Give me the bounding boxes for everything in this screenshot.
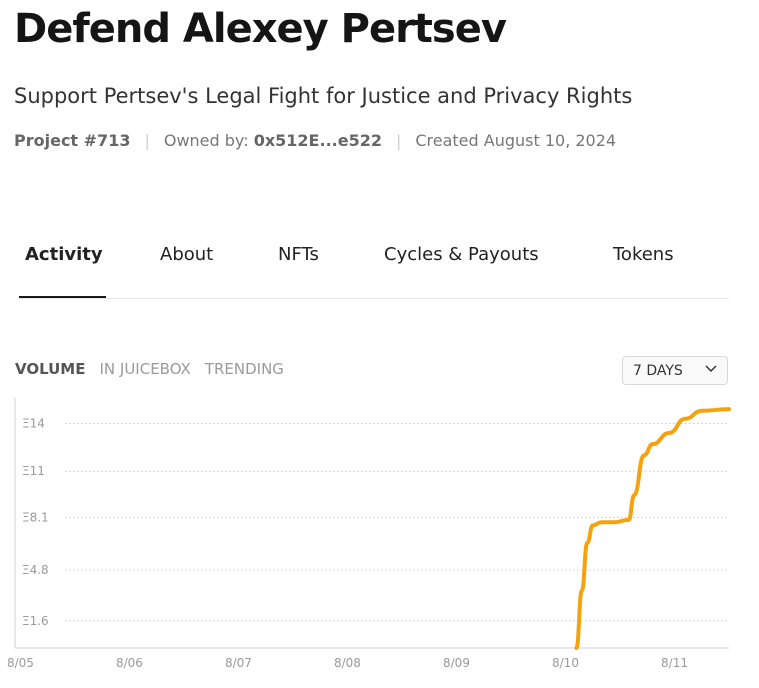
y-tick-label: Ξ8.1	[22, 510, 49, 524]
volume-chart: Ξ1.6 Ξ4.8 Ξ8.1 Ξ11 Ξ14 8/05 8/06 8/07 8/08 8/09 8/…	[7, 398, 731, 670]
y-tick-label: Ξ4.8	[22, 563, 49, 577]
tab-nfts[interactable]: NFTs	[278, 244, 319, 265]
x-tick-label: 8/07	[225, 656, 252, 670]
volume-series-line	[574, 407, 731, 650]
y-tick-label: Ξ1.6	[22, 614, 49, 628]
tab-tokens[interactable]: Tokens	[613, 244, 674, 265]
chart-view-switcher: VOLUME IN JUICEBOX TRENDING	[15, 360, 284, 378]
meta-divider: |	[395, 131, 402, 150]
project-meta: Project #713 | Owned by: 0x512E...e522 |…	[14, 131, 616, 150]
project-subtitle: Support Pertsev's Legal Fight for Justic…	[14, 84, 633, 108]
active-tab-indicator	[19, 296, 106, 298]
created-date: Created August 10, 2024	[415, 131, 617, 150]
project-tabs: Activity About NFTs Cycles & Payouts Tok…	[19, 232, 729, 299]
owned-by-label: Owned by:	[163, 131, 249, 150]
project-title: Defend Alexey Pertsev	[14, 6, 507, 52]
x-tick-label: 8/08	[334, 656, 361, 670]
x-tick-label: 8/11	[661, 656, 688, 670]
x-tick-label: 8/09	[443, 656, 470, 670]
project-number: Project #713	[14, 131, 131, 150]
tab-cycles-payouts[interactable]: Cycles & Payouts	[384, 244, 539, 265]
chevron-down-icon	[705, 365, 717, 373]
chart-tab-trending[interactable]: TRENDING	[204, 360, 284, 378]
chart-tab-in-juicebox[interactable]: IN JUICEBOX	[99, 360, 191, 378]
y-tick-label: Ξ14	[22, 416, 45, 430]
chart-tab-volume[interactable]: VOLUME	[15, 360, 86, 378]
tab-activity[interactable]: Activity	[25, 244, 103, 265]
x-tick-label: 8/05	[7, 656, 34, 670]
x-tick-label: 8/10	[552, 656, 579, 670]
tab-about[interactable]: About	[160, 244, 214, 265]
time-range-label: 7 DAYS	[633, 362, 683, 379]
time-range-select[interactable]: 7 DAYS	[622, 356, 728, 385]
owner-address[interactable]: 0x512E...e522	[253, 131, 382, 150]
meta-divider: |	[144, 131, 150, 150]
x-tick-label: 8/06	[116, 656, 143, 670]
y-tick-label: Ξ11	[22, 464, 45, 478]
